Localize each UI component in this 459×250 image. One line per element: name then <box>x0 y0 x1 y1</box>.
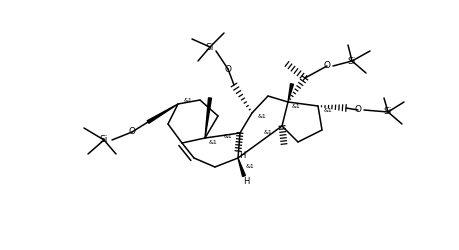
Text: &1: &1 <box>208 140 217 144</box>
Text: &1: &1 <box>245 164 254 168</box>
Text: O: O <box>354 106 361 114</box>
Polygon shape <box>205 98 211 138</box>
Text: H: H <box>242 176 249 186</box>
Text: &1: &1 <box>183 98 192 102</box>
Polygon shape <box>237 158 245 176</box>
Text: O: O <box>128 128 135 136</box>
Text: &1: &1 <box>291 104 300 108</box>
Polygon shape <box>287 84 293 102</box>
Text: O: O <box>323 62 330 70</box>
Text: Si: Si <box>383 108 392 116</box>
Text: Si: Si <box>205 42 214 51</box>
Text: Si: Si <box>100 136 108 144</box>
Text: O: O <box>224 64 231 74</box>
Text: &1: &1 <box>257 114 266 119</box>
Text: H: H <box>238 150 245 160</box>
Text: &1: &1 <box>223 134 232 140</box>
Text: &1: &1 <box>323 108 332 112</box>
Polygon shape <box>147 104 178 123</box>
Text: &1: &1 <box>263 130 272 134</box>
Text: Si: Si <box>347 56 355 66</box>
